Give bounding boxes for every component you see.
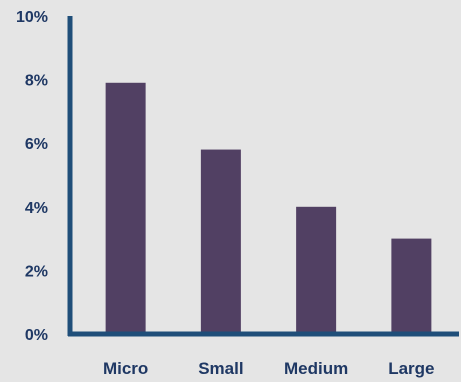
bar-micro [105,82,146,334]
y-axis-ticks: 0% 2% 4% 6% 8% 10% [16,9,48,344]
bar-medium [296,206,337,334]
x-tick-label: Large [388,359,434,378]
y-tick-label: 0% [25,327,48,344]
x-tick-label: Medium [284,359,348,378]
x-axis-labels: Micro Small Medium Large [103,359,435,378]
y-tick-label: 2% [25,263,48,280]
y-tick-label: 8% [25,73,48,90]
y-tick-label: 4% [25,200,48,217]
bars-group [105,82,432,334]
y-tick-label: 10% [16,9,48,26]
bar-small [200,149,241,334]
bar-large [391,238,432,334]
x-tick-label: Small [198,359,243,378]
x-tick-label: Micro [103,359,148,378]
y-tick-label: 6% [25,136,48,153]
